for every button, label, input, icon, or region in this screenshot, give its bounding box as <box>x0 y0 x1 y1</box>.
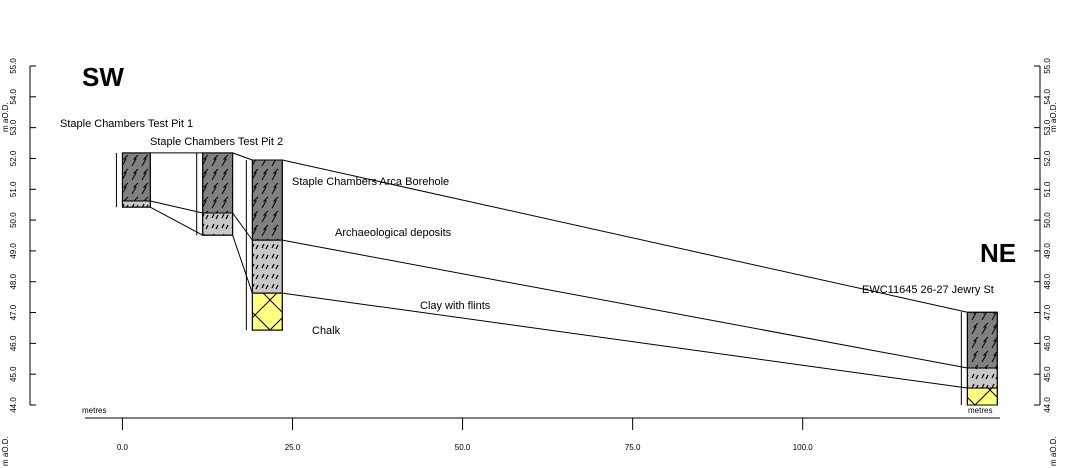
x-tick-label: 100.0 <box>793 443 814 452</box>
x-tick-label: 50.0 <box>455 443 471 452</box>
x-axis-title: metres <box>968 406 992 415</box>
y-tick-label: 53.0 <box>1043 119 1052 135</box>
y-tick-label: 51.0 <box>9 181 18 197</box>
correlation-line <box>282 240 967 368</box>
y-tick-label: 49.0 <box>9 243 18 259</box>
borehole-name: EWC11645 26-27 Jewry St <box>862 284 994 296</box>
y-tick-label: 47.0 <box>9 304 18 320</box>
layer-hatch <box>122 153 150 201</box>
y-tick-label: 44.0 <box>1043 397 1052 413</box>
layer-hatch <box>252 240 282 293</box>
layer-hatch <box>122 201 150 207</box>
y-tick-label: 45.0 <box>9 366 18 382</box>
y-tick-label: 45.0 <box>1043 366 1052 382</box>
sw-label: SW <box>82 62 124 92</box>
y-tick-label: 54.0 <box>9 88 18 104</box>
layer-hatch <box>203 153 233 213</box>
y-tick-label: 48.0 <box>1043 273 1052 289</box>
y-tick-label: 47.0 <box>1043 304 1052 320</box>
borehole-name: Staple Chambers Test Pit 1 <box>60 118 193 130</box>
y-axis-title: m aO.D. <box>1 436 10 466</box>
x-tick-label: 25.0 <box>285 443 301 452</box>
y-tick-label: 49.0 <box>1043 243 1052 259</box>
y-tick-label: 55.0 <box>9 58 18 74</box>
y-axis-title: m aO.D. <box>1049 436 1058 466</box>
correlation-line <box>233 153 253 160</box>
y-tick-label: 46.0 <box>9 335 18 351</box>
unit-label: Archaeological deposits <box>335 227 452 239</box>
layer-hatch <box>967 312 997 368</box>
unit-label: Chalk <box>312 325 341 337</box>
y-tick-label: 48.0 <box>9 273 18 289</box>
y-tick-label: 50.0 <box>9 212 18 228</box>
x-tick-label: 0.0 <box>117 443 129 452</box>
x-axis-title: metres <box>82 406 106 415</box>
correlation-line <box>233 235 253 293</box>
y-tick-label: 53.0 <box>9 119 18 135</box>
layer-hatch <box>967 388 997 405</box>
y-tick-label: 50.0 <box>1043 212 1052 228</box>
borehole-name: Staple Chambers Arca Borehole <box>292 176 449 188</box>
layer-hatch <box>252 160 282 240</box>
y-tick-label: 44.0 <box>9 397 18 413</box>
section-chart: SW NE m aO.D. m aO.D. m aO.D. m aO.D. me… <box>0 0 1070 468</box>
correlation-line <box>282 293 967 388</box>
y-tick-label: 52.0 <box>9 150 18 166</box>
layer-hatch <box>203 213 233 235</box>
y-tick-label: 55.0 <box>1043 58 1052 74</box>
correlation-line <box>233 213 253 240</box>
y-tick-label: 51.0 <box>1043 181 1052 197</box>
y-tick-label: 52.0 <box>1043 150 1052 166</box>
y-tick-label: 46.0 <box>1043 335 1052 351</box>
borehole-name: Staple Chambers Test Pit 2 <box>150 136 283 148</box>
y-tick-label: 54.0 <box>1043 88 1052 104</box>
unit-label: Clay with flints <box>420 300 491 312</box>
layer-hatch <box>967 368 997 388</box>
ne-label: NE <box>980 238 1016 268</box>
x-tick-label: 75.0 <box>625 443 641 452</box>
layer-hatch <box>252 293 282 330</box>
